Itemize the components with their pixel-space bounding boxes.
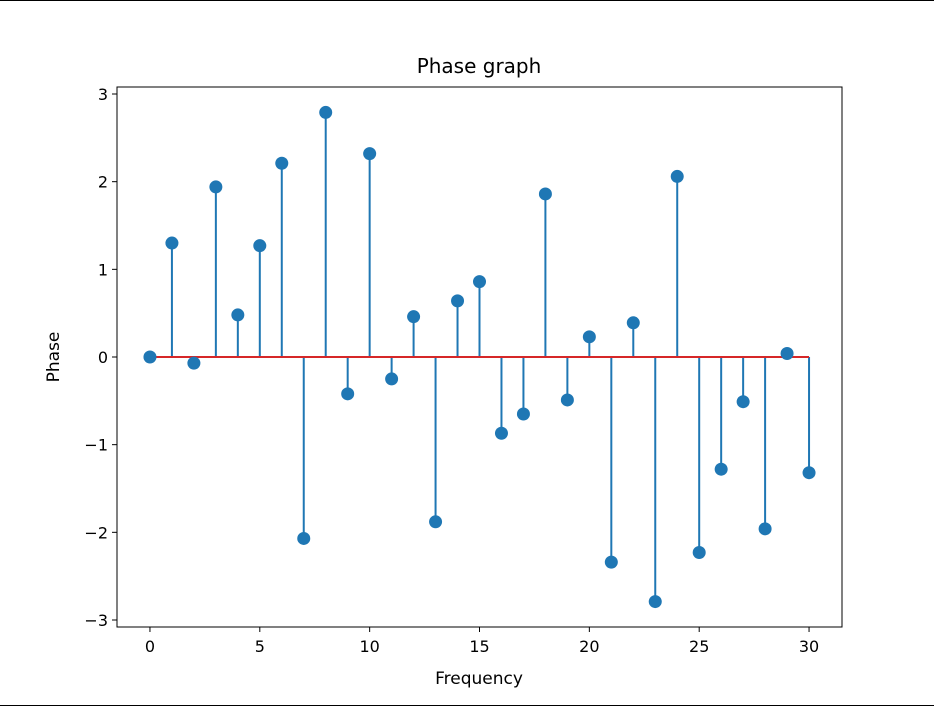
stem-marker (692, 545, 706, 559)
x-tick-label: 20 (579, 637, 599, 656)
stem-marker (275, 156, 289, 170)
x-tick-label: 25 (689, 637, 709, 656)
stem-marker (253, 239, 267, 253)
y-axis-label: Phase (44, 332, 64, 383)
y-tick-label: 3 (98, 85, 108, 104)
stem-marker (802, 466, 816, 480)
x-tick-label: 10 (359, 637, 379, 656)
x-axis: 0 5 10 15 20 25 30 (145, 627, 819, 656)
stem-marker (780, 346, 794, 360)
stem-marker (165, 236, 179, 250)
stem-marker (758, 522, 772, 536)
stem-marker (231, 308, 245, 322)
stem-marker (648, 595, 662, 609)
chart-title: Phase graph (417, 54, 542, 78)
stem-marker (407, 310, 421, 324)
stem-marker (341, 387, 355, 401)
stem-marker (451, 294, 465, 308)
stem-marker (714, 462, 728, 476)
y-tick-label: −3 (84, 611, 108, 630)
x-tick-label: 30 (799, 637, 819, 656)
stem-marker (385, 372, 399, 386)
stem-marker (429, 515, 443, 529)
stem-marker (319, 105, 333, 119)
y-tick-label: 0 (98, 348, 108, 367)
x-tick-label: 15 (469, 637, 489, 656)
y-tick-label: 1 (98, 260, 108, 279)
y-tick-label: −1 (84, 436, 108, 455)
stem-marker (604, 555, 618, 569)
stem-marker (209, 180, 223, 194)
stem-marker (516, 407, 530, 421)
stem-marker (538, 187, 552, 201)
stem-marker (473, 275, 486, 289)
stem-marker (494, 426, 508, 440)
stem-marker (670, 169, 684, 183)
x-axis-label: Frequency (435, 669, 523, 689)
y-tick-label: 2 (98, 173, 108, 192)
stem-marker (582, 330, 596, 344)
stem-marker (736, 395, 750, 409)
stem-marker (363, 147, 377, 161)
plot-area (143, 105, 816, 609)
y-axis: −3 −2 −1 0 1 2 3 (84, 85, 117, 630)
stem-marker (626, 316, 640, 330)
x-tick-label: 0 (145, 637, 155, 656)
stem-marker (143, 350, 157, 364)
stem-marker (560, 393, 574, 407)
stem-marker (297, 531, 311, 545)
stem-marker (187, 356, 201, 370)
x-tick-label: 5 (255, 637, 265, 656)
y-tick-label: −2 (84, 523, 108, 542)
